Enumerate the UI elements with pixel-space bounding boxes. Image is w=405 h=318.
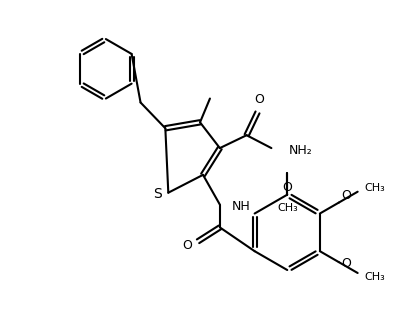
Text: O: O [281, 181, 292, 194]
Text: O: O [182, 239, 192, 252]
Text: O: O [341, 257, 350, 270]
Text: CH₃: CH₃ [364, 272, 384, 282]
Text: NH: NH [231, 200, 250, 213]
Text: S: S [153, 187, 162, 201]
Text: CH₃: CH₃ [276, 203, 297, 213]
Text: NH₂: NH₂ [288, 144, 312, 156]
Text: O: O [254, 93, 264, 107]
Text: O: O [341, 189, 350, 202]
Text: CH₃: CH₃ [364, 183, 384, 193]
